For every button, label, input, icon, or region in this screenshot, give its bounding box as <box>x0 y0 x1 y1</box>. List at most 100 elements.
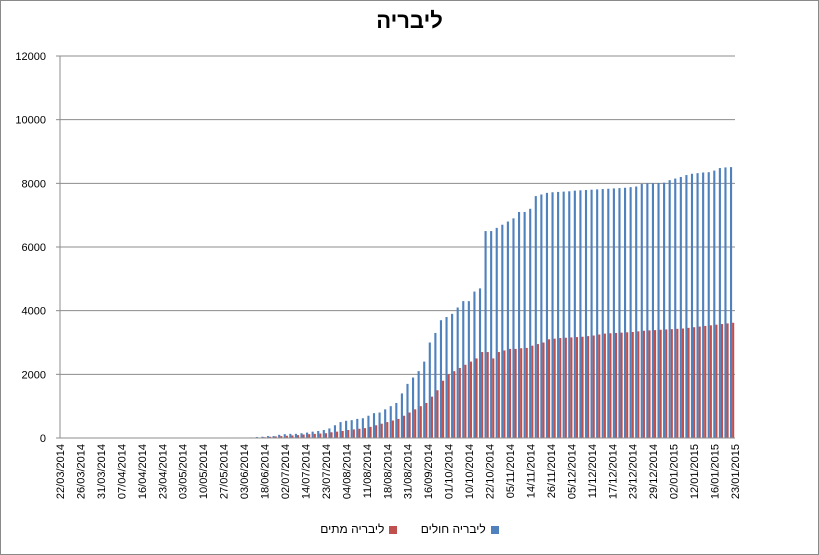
bar-cases-90 <box>562 191 565 438</box>
bar-cases-53 <box>356 418 359 438</box>
x-tick-label-31: 12/01/2015 <box>689 444 701 499</box>
bar-cases-74 <box>473 291 476 438</box>
bar-deaths-99 <box>614 332 618 438</box>
bar-deaths-51 <box>347 430 350 438</box>
bar-deaths-53 <box>358 428 361 438</box>
bar-cases-52 <box>350 420 353 438</box>
x-tick-label-2: 31/03/2014 <box>96 444 108 499</box>
legend-label-deaths: ליבריה מתים <box>320 522 385 536</box>
bar-deaths-69 <box>447 374 450 438</box>
bar-cases-80 <box>506 221 509 438</box>
x-tick-label-23: 14/11/2014 <box>526 444 538 498</box>
bar-deaths-43 <box>302 434 305 438</box>
bar-cases-78 <box>495 227 498 438</box>
bar-cases-44 <box>306 432 309 438</box>
bar-cases-62 <box>406 383 409 438</box>
bar-cases-88 <box>551 192 554 438</box>
bar-deaths-50 <box>341 431 344 438</box>
bar-deaths-112 <box>687 327 690 438</box>
bar-deaths-75 <box>481 352 484 438</box>
bar-deaths-68 <box>442 380 445 438</box>
bar-cases-120 <box>729 167 733 438</box>
bar-deaths-56 <box>375 425 378 438</box>
bar-cases-69 <box>445 317 448 438</box>
bar-deaths-54 <box>363 428 367 438</box>
bar-deaths-61 <box>402 415 406 438</box>
bar-deaths-92 <box>575 337 579 438</box>
bar-deaths-76 <box>486 352 489 438</box>
x-tick-label-11: 02/07/2014 <box>280 444 292 499</box>
bar-cases-92 <box>573 190 576 438</box>
bar-cases-94 <box>584 190 588 438</box>
bar-cases-82 <box>518 211 521 438</box>
bar-cases-110 <box>674 178 677 438</box>
bar-cases-67 <box>434 332 437 438</box>
bar-cases-84 <box>529 208 532 438</box>
x-tick-label-15: 11/08/2014 <box>362 444 374 498</box>
bar-deaths-120 <box>732 322 735 438</box>
bar-cases-73 <box>467 301 470 438</box>
x-tick-label-13: 23/07/2014 <box>321 444 333 499</box>
bar-deaths-52 <box>352 429 355 438</box>
bar-cases-43 <box>300 433 303 438</box>
bar-deaths-108 <box>665 329 668 438</box>
x-tick-label-6: 03/05/2014 <box>178 444 190 499</box>
bar-cases-114 <box>696 173 699 438</box>
bar-cases-116 <box>707 172 710 438</box>
bar-cases-105 <box>646 183 649 438</box>
x-tick-label-1: 26/03/2014 <box>76 444 88 499</box>
chart-title: ליבריה <box>376 8 443 33</box>
bar-deaths-65 <box>425 402 428 438</box>
bar-cases-115 <box>702 172 705 438</box>
bar-deaths-70 <box>453 371 456 438</box>
x-tick-label-27: 17/12/2014 <box>607 444 619 499</box>
bar-deaths-97 <box>603 333 606 438</box>
bar-deaths-37 <box>269 436 272 438</box>
bar-cases-45 <box>311 431 314 438</box>
x-tick-label-18: 16/09/2014 <box>423 444 435 499</box>
bar-cases-47 <box>322 430 325 438</box>
bar-cases-112 <box>685 175 688 438</box>
y-tick-label-6: 12000 <box>15 51 46 63</box>
bar-deaths-78 <box>497 352 500 438</box>
bar-deaths-86 <box>542 342 545 438</box>
bar-deaths-106 <box>654 330 657 438</box>
x-tick-label-12: 14/07/2014 <box>301 444 313 499</box>
bar-deaths-82 <box>520 348 523 438</box>
bar-cases-54 <box>361 418 364 438</box>
bar-cases-81 <box>512 218 515 438</box>
bar-cases-87 <box>545 192 549 438</box>
x-tick-label-29: 29/12/2014 <box>648 444 660 499</box>
bar-cases-66 <box>428 342 431 438</box>
bar-deaths-104 <box>642 330 645 438</box>
bar-deaths-103 <box>637 331 640 438</box>
bar-cases-97 <box>601 189 604 438</box>
bar-cases-50 <box>339 422 342 438</box>
bar-cases-36 <box>261 436 264 438</box>
x-tick-label-10: 18/06/2014 <box>260 444 272 499</box>
legend-label-cases: ליבריה חולים <box>420 522 486 536</box>
x-tick-label-14: 04/08/2014 <box>341 444 353 499</box>
bar-cases-57 <box>378 412 381 438</box>
bar-cases-99 <box>612 188 615 438</box>
x-tick-label-16: 18/08/2014 <box>382 444 394 499</box>
bar-cases-107 <box>657 183 660 438</box>
bar-cases-56 <box>372 413 376 438</box>
bar-deaths-58 <box>386 422 389 438</box>
bar-cases-106 <box>651 183 654 438</box>
bar-deaths-81 <box>514 348 517 438</box>
bar-cases-101 <box>623 187 627 438</box>
bar-deaths-105 <box>648 330 651 438</box>
bar-cases-63 <box>412 377 415 438</box>
bar-cases-91 <box>568 191 571 438</box>
bar-cases-59 <box>389 406 392 438</box>
x-tick-label-32: 16/01/2015 <box>710 444 722 499</box>
bar-cases-100 <box>618 188 621 438</box>
bar-deaths-80 <box>508 348 512 438</box>
y-tick-label-2: 4000 <box>22 306 46 318</box>
bar-deaths-115 <box>704 325 707 438</box>
bar-cases-113 <box>690 173 694 438</box>
bar-cases-98 <box>607 188 610 438</box>
x-tick-label-19: 01/10/2014 <box>444 444 456 499</box>
